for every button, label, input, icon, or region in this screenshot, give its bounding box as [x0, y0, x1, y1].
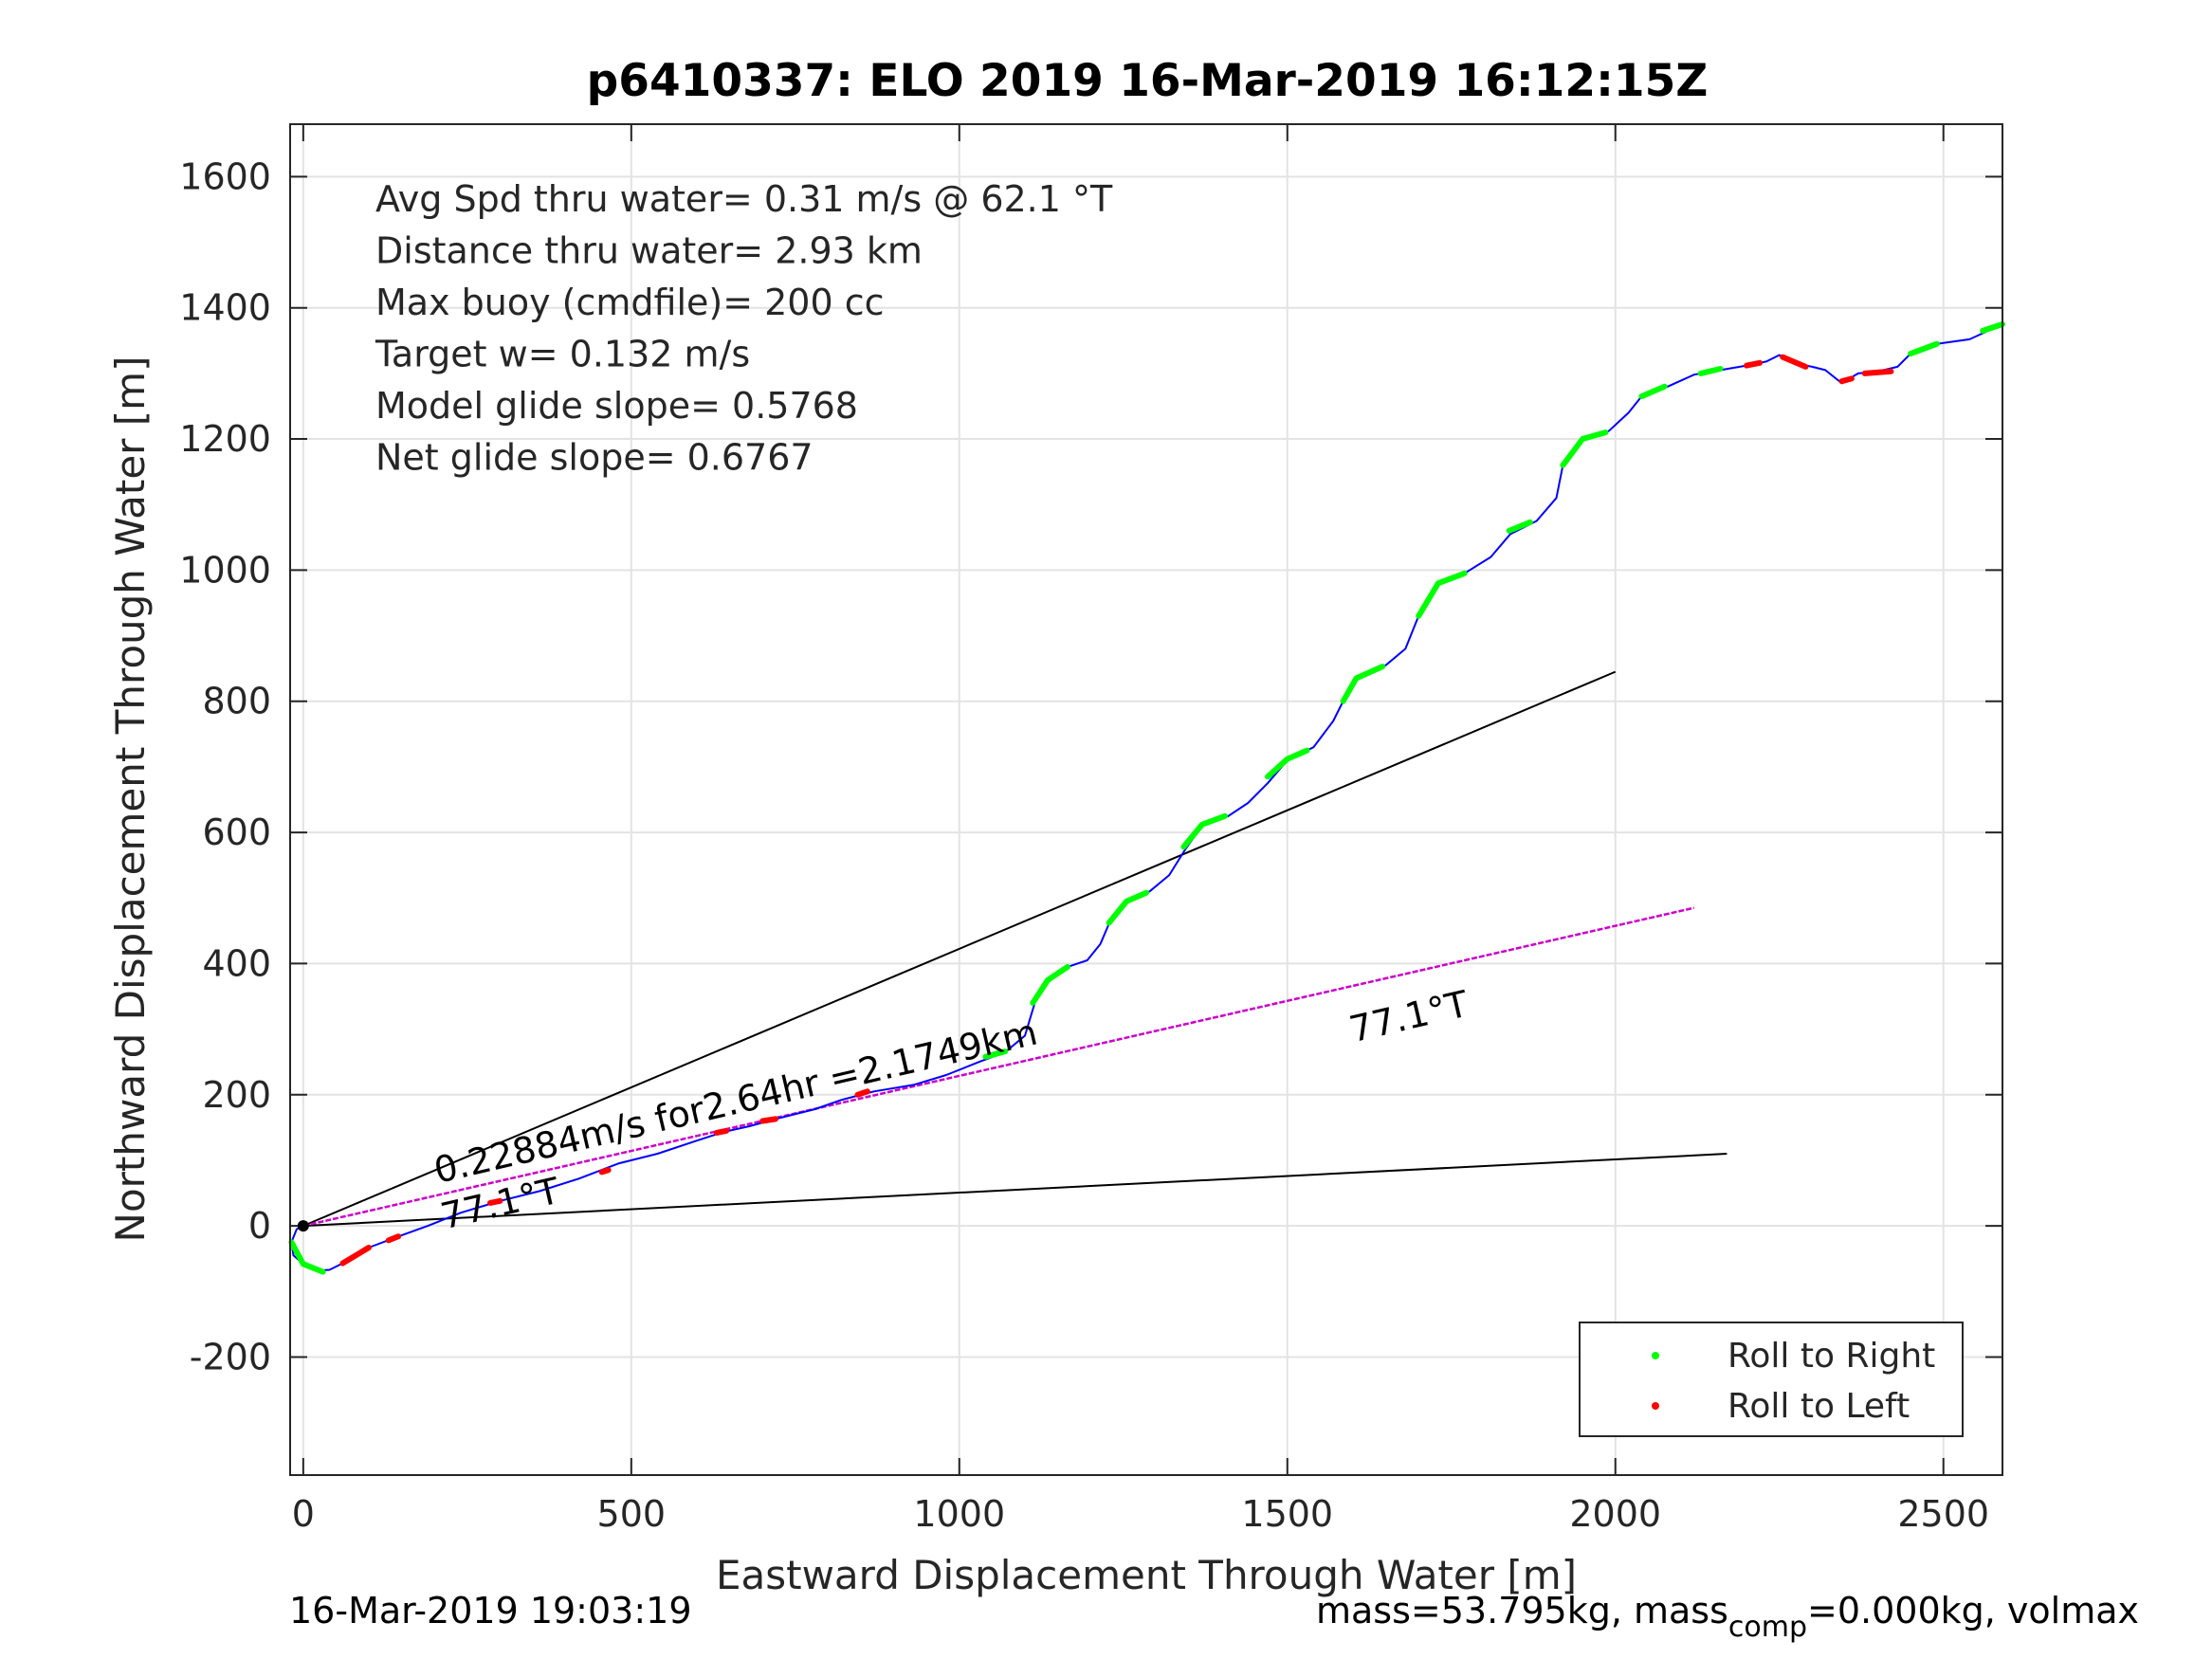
grid: [290, 124, 2002, 1475]
y-tick-labels: -200 0 200 400 600 800 1000 1200 1400 1600: [179, 155, 271, 1377]
stats-line: Model glide slope= 0.5768: [375, 385, 858, 427]
axis-ticks: [290, 124, 2002, 1475]
roll-right-segment: [1638, 383, 1668, 400]
legend-label-roll-left: Roll to Left: [1728, 1387, 1910, 1426]
footer-timestamp: 16-Mar-2019 19:03:19: [289, 1590, 692, 1632]
y-tick-label: 400: [202, 942, 271, 984]
roll-right-segment: [1697, 366, 1724, 376]
legend-marker-roll-right: [1652, 1352, 1659, 1359]
roll-right-segment: [1908, 340, 1940, 357]
roll-left-segment: [1838, 375, 1855, 385]
roll-right-segment: [1340, 664, 1386, 704]
stats-line: Avg Spd thru water= 0.31 m/s @ 62.1 °T: [375, 178, 1113, 220]
chart-title: p6410337: ELO 2019 16-Mar-2019 16:12:15Z: [587, 55, 1709, 107]
legend-marker-roll-left: [1652, 1402, 1659, 1410]
roll-left-segment: [713, 1127, 730, 1136]
stats-line: Target w= 0.132 m/s: [375, 334, 750, 375]
roll-markers: [288, 321, 2005, 1275]
roll-right-segment: [1506, 519, 1533, 534]
x-axis-label: Eastward Displacement Through Water [m]: [716, 1552, 1577, 1598]
y-tick-label: 200: [202, 1074, 271, 1116]
roll-right-segment: [1180, 812, 1228, 850]
roll-right-segment: [982, 1048, 1009, 1060]
roll-left-segment: [385, 1233, 402, 1244]
y-tick-label: 1000: [179, 549, 271, 591]
y-tick-label: 1400: [179, 287, 271, 329]
roll-right-segment: [1106, 889, 1149, 926]
legend-box: [1579, 1322, 1964, 1437]
roll-right-segment: [1560, 429, 1609, 468]
roll-left-segment: [1744, 359, 1763, 369]
footer-mass-subscript: comp: [1728, 1611, 1807, 1644]
roll-right-segment: [1416, 570, 1468, 619]
footer-mass-prefix: mass=53.795kg, mass: [1316, 1590, 1728, 1632]
roll-left-segment: [339, 1245, 372, 1267]
x-tick-label: 500: [597, 1493, 667, 1535]
reference-line: [302, 670, 1617, 1228]
legend: Roll to Right Roll to Left: [1579, 1322, 1964, 1437]
y-tick-label: 1200: [179, 418, 271, 460]
y-tick-label: 600: [202, 811, 271, 853]
current-line: [302, 906, 1695, 1228]
roll-left-segment: [598, 1167, 612, 1176]
reference-line: [302, 1153, 1728, 1228]
legend-label-roll-right: Roll to Right: [1728, 1337, 1935, 1376]
stats-line: Max buoy (cmdfile)= 200 cc: [375, 282, 885, 323]
x-tick-label: 1500: [1241, 1493, 1333, 1535]
plot-background: [290, 124, 2002, 1475]
roll-right-segment: [1265, 747, 1310, 780]
y-tick-label: -200: [190, 1336, 271, 1377]
stats-line: Net glide slope= 0.6767: [375, 437, 814, 479]
footer-mass-info: mass=53.795kg, masscomp=0.000kg, volmax: [1316, 1590, 2139, 1644]
reference-lines: [302, 670, 1728, 1228]
x-tick-labels: 0 500 1000 1500 2000 2500: [292, 1493, 1989, 1535]
y-tick-label: 1600: [179, 155, 271, 197]
plot-area: 0.22884m/s for2.64hr =2.1749km77.1°T77.1…: [288, 123, 2005, 1476]
roll-left-segment: [1780, 354, 1809, 370]
roll-right-segment: [1980, 321, 2005, 334]
x-tick-label: 2000: [1569, 1493, 1661, 1535]
roll-left-segment: [854, 1088, 870, 1098]
x-tick-label: 2500: [1897, 1493, 1989, 1535]
y-tick-label: 0: [248, 1205, 271, 1247]
y-axis-label: Northward Displacement Through Water [m]: [107, 356, 154, 1243]
roll-left-segment: [759, 1116, 778, 1124]
stats-block: Avg Spd thru water= 0.31 m/s @ 62.1 °T Di…: [375, 178, 1113, 479]
y-tick-label: 800: [202, 681, 271, 722]
origin-marker: [297, 1220, 309, 1232]
roll-right-segment: [1030, 963, 1070, 1006]
roll-right-segment: [288, 1239, 326, 1275]
stats-line: Distance thru water= 2.93 km: [375, 230, 923, 272]
x-tick-label: 1000: [913, 1493, 1005, 1535]
footer-mass-suffix: =0.000kg, volmax: [1807, 1590, 2139, 1632]
plot-frame: [289, 123, 2003, 1476]
roll-left-segment: [1861, 368, 1894, 376]
x-tick-label: 0: [292, 1493, 315, 1535]
roll-left-segment: [487, 1197, 503, 1206]
